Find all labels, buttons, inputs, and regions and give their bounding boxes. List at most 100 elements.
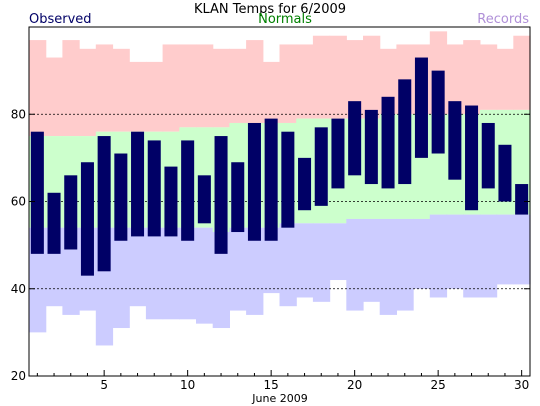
record-low-band-day-29 <box>496 214 514 285</box>
record-high-band-day-6 <box>112 48 130 132</box>
record-low-band-day-10 <box>179 227 197 320</box>
record-high-band-day-7 <box>129 61 147 132</box>
y-tick-label-20: 20 <box>11 369 26 383</box>
observed-bars <box>30 57 529 276</box>
observed-bar-day-16 <box>281 131 295 228</box>
record-high-band-day-29 <box>496 48 514 110</box>
observed-bar-day-10 <box>181 140 195 241</box>
record-low-band-day-26 <box>446 214 464 289</box>
observed-bar-day-4 <box>80 162 94 276</box>
observed-bar-day-18 <box>314 127 328 206</box>
record-high-band-day-19 <box>329 35 347 119</box>
record-low-band-day-21 <box>363 218 381 302</box>
record-low-band-day-11 <box>196 227 214 324</box>
x-tick-label-10: 10 <box>180 378 195 392</box>
observed-bar-day-22 <box>381 96 395 189</box>
record-low-band-day-12 <box>212 232 230 329</box>
chart-title: KLAN Temps for 6/2009 <box>194 2 346 17</box>
record-low-band-day-13 <box>229 227 247 311</box>
gridlines <box>29 113 530 290</box>
record-low-band-day-17 <box>296 223 314 298</box>
axis-ticks: 20 40 60 80 5 10 15 20 25 30 <box>11 107 530 392</box>
record-low-band-day-15 <box>262 227 281 294</box>
record-high-band-day-5 <box>95 44 114 132</box>
record-high-band-day-2 <box>45 57 63 137</box>
record-low-band-day-8 <box>145 227 164 320</box>
record-high-band-day-30 <box>513 35 531 110</box>
record-high-band-day-11 <box>196 44 214 128</box>
record-low-band-day-27 <box>463 214 481 298</box>
observed-bar-day-15 <box>264 118 278 241</box>
record-low-band-day-16 <box>279 223 297 307</box>
record-high-band-day-17 <box>296 44 314 119</box>
observed-bar-day-29 <box>498 144 512 202</box>
x-axis-label: June 2009 <box>251 392 307 405</box>
y-tick-label-40: 40 <box>11 282 26 296</box>
observed-bar-day-11 <box>197 175 211 224</box>
record-high-band-day-16 <box>279 44 297 123</box>
observed-bar-day-12 <box>214 136 228 254</box>
observed-bar-day-27 <box>465 105 479 211</box>
observed-bar-day-23 <box>398 79 412 185</box>
observed-bar-day-30 <box>515 184 529 215</box>
record-high-band-day-13 <box>229 48 247 123</box>
record-high-band-day-21 <box>363 35 381 119</box>
observed-bar-day-3 <box>64 175 78 250</box>
x-tick-label-15: 15 <box>264 378 279 392</box>
record-low-band-day-22 <box>379 218 397 315</box>
observed-bar-day-20 <box>348 101 362 176</box>
record-high-band-day-12 <box>212 48 230 128</box>
observed-bar-day-6 <box>114 153 128 241</box>
record-high-band-day-28 <box>479 44 498 110</box>
observed-bar-day-25 <box>431 70 445 154</box>
legend-normals: Normals <box>258 12 312 27</box>
observed-bar-day-9 <box>164 166 178 237</box>
observed-bar-day-17 <box>298 157 312 211</box>
x-tick-label-20: 20 <box>347 378 362 392</box>
record-high-band-day-20 <box>346 40 364 119</box>
record-low-band-day-9 <box>162 227 180 320</box>
record-low-band-day-25 <box>429 214 448 298</box>
x-tick-label-25: 25 <box>431 378 446 392</box>
record-high-band-day-14 <box>246 40 264 123</box>
observed-bar-day-28 <box>481 122 495 189</box>
record-low-band-day-14 <box>246 227 264 315</box>
record-high-band-day-4 <box>79 48 97 137</box>
legend-observed: Observed <box>29 12 92 27</box>
observed-bar-day-1 <box>30 131 44 254</box>
record-high-band-day-10 <box>179 44 197 128</box>
observed-bar-day-8 <box>147 140 161 237</box>
record-low-band-day-28 <box>479 214 498 298</box>
record-low-band-day-7 <box>129 227 147 307</box>
x-tick-label-30: 30 <box>514 378 529 392</box>
observed-bar-day-26 <box>448 101 462 180</box>
record-high-band-day-15 <box>262 61 281 123</box>
observed-bar-day-14 <box>247 122 261 241</box>
record-low-band-day-18 <box>312 223 331 302</box>
record-low-band-day-23 <box>396 218 414 311</box>
y-tick-label-80: 80 <box>11 107 26 121</box>
observed-bar-day-24 <box>414 57 428 158</box>
record-low-band-day-30 <box>513 214 531 285</box>
record-high-band-day-8 <box>145 61 164 132</box>
record-high-band-day-26 <box>446 44 464 115</box>
record-low-band-day-6 <box>112 227 130 329</box>
observed-bar-day-19 <box>331 118 345 189</box>
observed-bar-day-21 <box>364 109 378 185</box>
record-high-band-day-3 <box>62 40 80 137</box>
record-high-band-day-27 <box>463 40 481 115</box>
record-high-band-day-18 <box>312 35 331 119</box>
observed-bar-day-5 <box>97 136 111 272</box>
observed-bar-day-13 <box>231 162 245 233</box>
record-low-band-day-19 <box>329 223 347 281</box>
record-high-band-day-1 <box>29 40 47 137</box>
record-low-band-day-3 <box>62 227 80 315</box>
record-high-band-day-9 <box>162 44 180 132</box>
x-tick-label-5: 5 <box>100 378 108 392</box>
record-low-band-day-24 <box>413 218 431 289</box>
observed-bar-day-7 <box>131 131 145 237</box>
y-tick-label-60: 60 <box>11 195 26 209</box>
record-low-band-day-20 <box>346 218 364 311</box>
legend-records: Records <box>477 12 529 27</box>
